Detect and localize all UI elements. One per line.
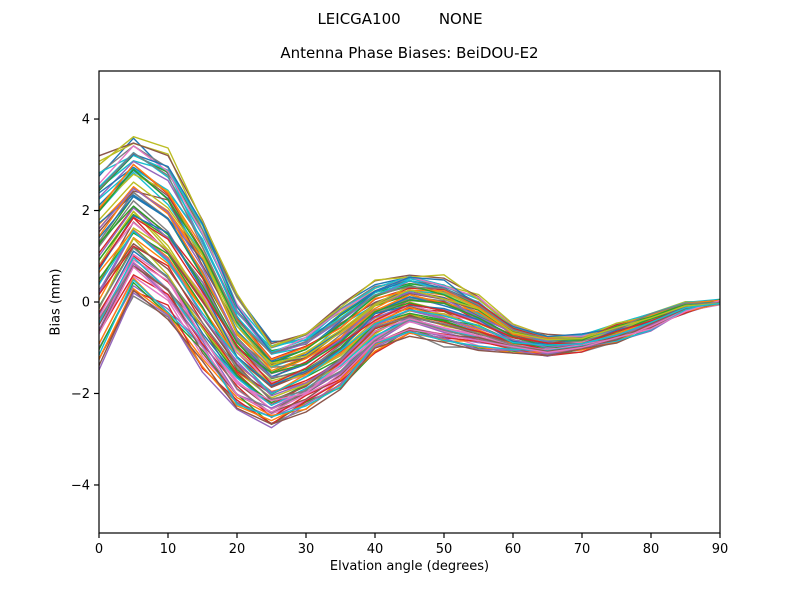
bias-curves — [99, 135, 720, 429]
x-tick-label: 80 — [643, 542, 660, 557]
y-tick-label: 0 — [82, 296, 90, 311]
bias-curve — [99, 247, 720, 400]
bias-curve — [99, 265, 720, 413]
axes-frame — [94, 70, 721, 538]
y-tick-label: −4 — [71, 478, 90, 493]
bias-curve — [99, 214, 720, 387]
figure-suptitle: LEICGA100 NONE — [317, 10, 483, 28]
x-tick-label: 50 — [436, 542, 453, 557]
x-tick-label: 0 — [95, 542, 103, 557]
bias-curve — [99, 152, 720, 355]
bias-curve — [99, 230, 720, 395]
x-axis-label: Elvation angle (degrees) — [329, 559, 490, 574]
bias-curve — [99, 216, 720, 385]
x-tick-label: 60 — [505, 542, 522, 557]
x-tick-label: 70 — [574, 542, 591, 557]
y-tick-label: −2 — [71, 387, 90, 402]
bias-curve — [99, 168, 720, 364]
x-tick-label: 30 — [298, 542, 315, 557]
tick-labels: 0 10 20 30 40 50 60 70 80 90 −4 −2 0 2 4 — [71, 113, 728, 557]
x-tick-label: 10 — [160, 542, 177, 557]
bias-curve — [99, 181, 720, 364]
axes-title: Antenna Phase Biases: BeiDOU-E2 — [280, 44, 539, 62]
y-tick-label: 2 — [82, 204, 90, 219]
y-tick-label: 4 — [82, 113, 90, 128]
bias-curve — [99, 289, 720, 425]
bias-curve — [99, 266, 720, 413]
y-axis-label: Bias (mm) — [48, 268, 64, 336]
x-tick-label: 90 — [712, 542, 729, 557]
x-tick-label: 20 — [229, 542, 246, 557]
x-tick-label: 40 — [367, 542, 384, 557]
